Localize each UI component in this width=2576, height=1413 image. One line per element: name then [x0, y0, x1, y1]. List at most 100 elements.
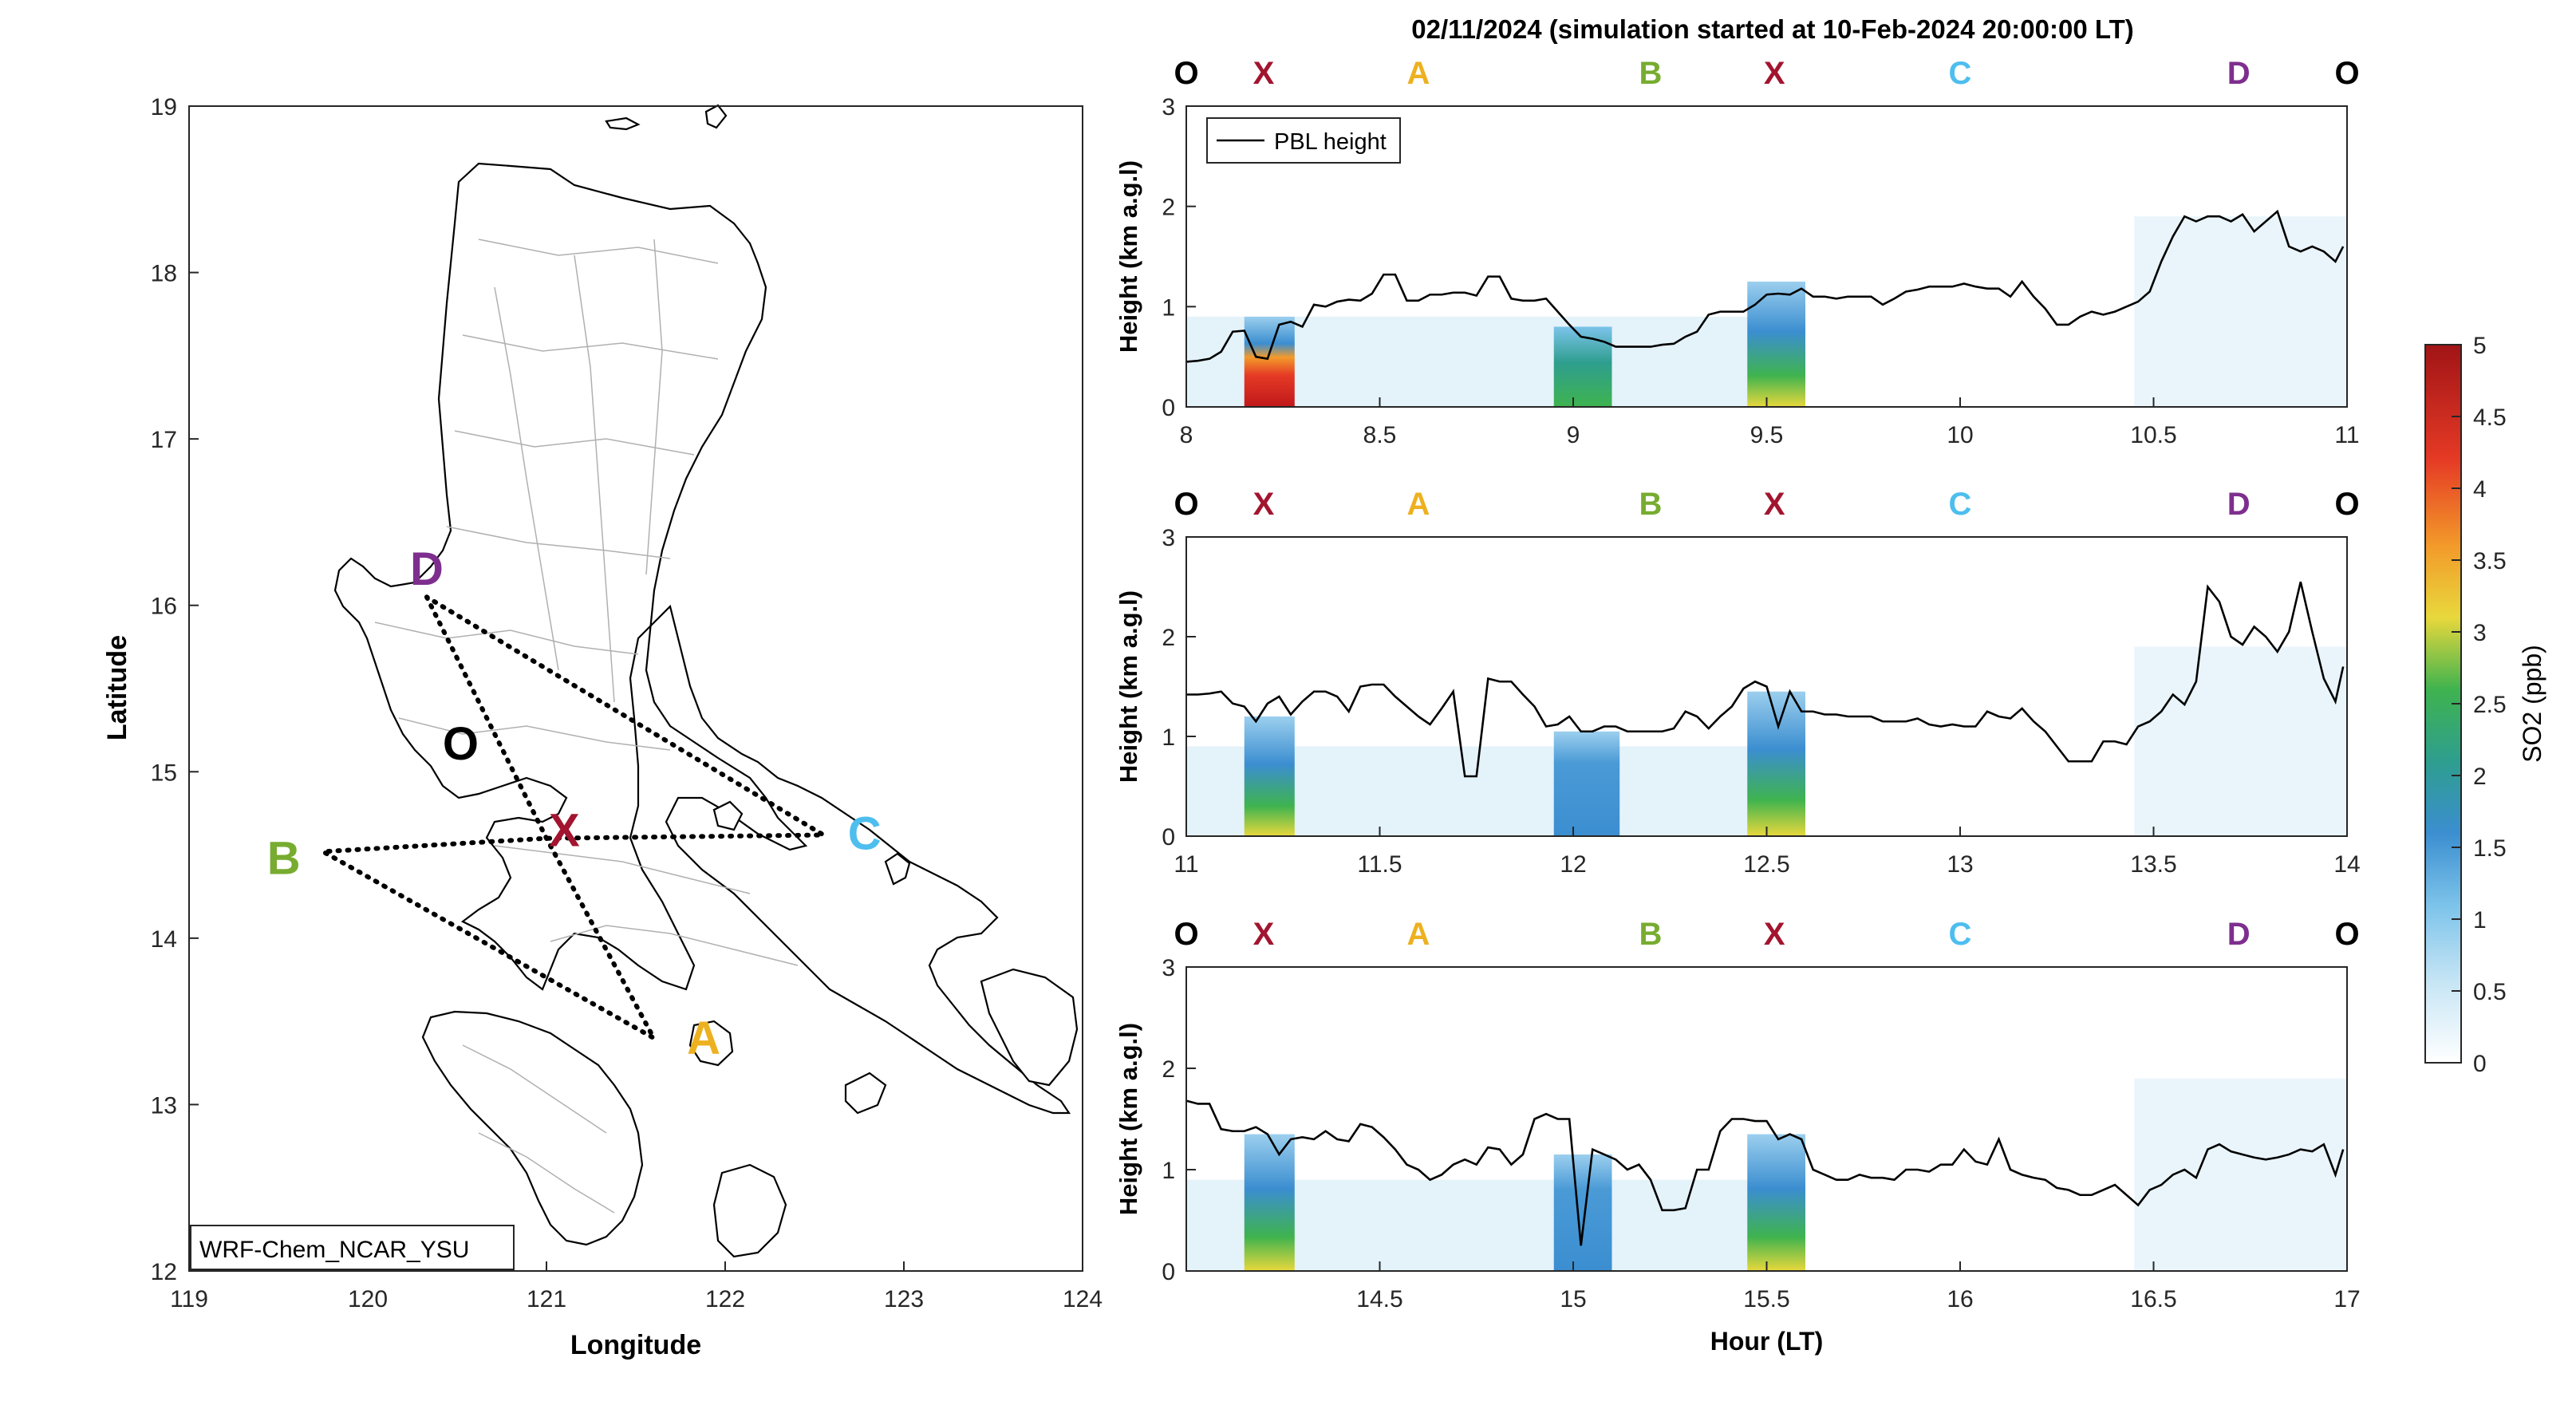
so2-hotspot	[1244, 316, 1295, 407]
xtick-label: 9.5	[1750, 422, 1784, 448]
xtick-label: 14.5	[1356, 1286, 1402, 1312]
map-ytick-label: 14	[151, 926, 177, 953]
so2-hotspot	[1553, 1154, 1612, 1271]
xtick-label: 14	[2333, 851, 2360, 878]
map-xtick-label: 123	[884, 1286, 924, 1312]
xtick-label: 10	[1947, 422, 1973, 448]
xtick-label: 11.5	[1357, 851, 1402, 878]
xtick-label: 8	[1180, 422, 1193, 448]
xtick-label: 11	[1174, 851, 1198, 878]
map-xtick-label: 119	[170, 1286, 208, 1312]
ytick-label: 2	[1162, 625, 1175, 651]
colorbar-tick-label: 1.5	[2473, 835, 2507, 862]
so2-hotspot	[1747, 1134, 1805, 1271]
station-label-o: O	[1174, 487, 1198, 522]
ytick-label: 3	[1162, 94, 1175, 120]
station-label-d: D	[2227, 487, 2251, 522]
colorbar-label: SO2 (ppb)	[2518, 645, 2546, 763]
station-label-x: X	[1253, 917, 1275, 952]
so2-low-band	[2134, 646, 2347, 836]
map-point-c: C	[848, 807, 882, 859]
colorbar-tick-label: 0	[2473, 1051, 2487, 1077]
xtick-label: 13.5	[2130, 851, 2176, 878]
xtick-label: 12.5	[1743, 851, 1789, 878]
ytick-label: 1	[1162, 294, 1175, 321]
samar-island	[980, 968, 1079, 1087]
masbate-island	[844, 1072, 887, 1115]
station-label-o: O	[1174, 917, 1198, 952]
map-xlabel: Longitude	[570, 1330, 701, 1360]
colorbar-tick-label: 3	[2473, 620, 2487, 646]
ytick-label: 2	[1162, 195, 1175, 221]
xtick-label: 15.5	[1743, 1286, 1789, 1312]
station-label-b: B	[1639, 56, 1663, 91]
map-ylabel: Latitude	[102, 635, 132, 740]
xtick-label: 11	[2334, 422, 2359, 448]
map-route	[314, 594, 832, 1044]
station-label-o: O	[1174, 56, 1198, 91]
heatmap-panel-1: 8 8.5 9 9.5 10 10.5 11 0 1 2 3 Height (km a.g.l) O X A…	[1114, 56, 2360, 448]
colorbar-tick-label: 1	[2473, 907, 2487, 933]
model-annotation-box	[190, 1225, 515, 1270]
map-ytick-label: 16	[151, 594, 177, 620]
station-label-x: X	[1764, 487, 1785, 522]
colorbar-tick-label: 4.5	[2473, 405, 2507, 431]
colorbar-tick-label: 3.5	[2473, 548, 2507, 574]
station-label-x: X	[1253, 56, 1275, 91]
map-ytick-label: 19	[151, 94, 177, 120]
map-point-x: X	[549, 804, 580, 856]
map-point-o: O	[443, 718, 479, 770]
figure-title: 02/11/2024 (simulation started at 10-Feb…	[1411, 14, 2133, 44]
legend-label: PBL height	[1274, 129, 1387, 155]
station-label-x: X	[1253, 487, 1275, 522]
so2-hotspot	[1244, 716, 1295, 836]
so2-hotspot	[1747, 691, 1805, 836]
station-label-c: C	[1949, 487, 1972, 522]
model-annotation: WRF-Chem_NCAR_YSU	[199, 1237, 469, 1263]
station-label-a: A	[1407, 487, 1430, 522]
batanes-island	[605, 116, 641, 131]
xtick-label: 9	[1567, 422, 1580, 448]
map-xtick-label: 122	[705, 1286, 745, 1312]
station-label-c: C	[1949, 56, 1972, 91]
map-point-b: B	[267, 833, 301, 885]
luzon-coastline	[333, 162, 1071, 1115]
so2-hotspots	[1244, 691, 1805, 836]
station-label-d: D	[2227, 917, 2251, 952]
pbl-height-line	[1185, 1099, 2345, 1246]
station-label-b: B	[1639, 487, 1663, 522]
so2-low-band	[2134, 1078, 2347, 1271]
ytick-label: 3	[1162, 525, 1175, 551]
ytick-label: 0	[1162, 824, 1175, 851]
map-ytick-label: 12	[151, 1259, 177, 1285]
xtick-label: 8.5	[1363, 422, 1397, 448]
heatmap-panel-3: 14.5 15 15.5 16 16.5 17 0 1 2 3 Height (km a.g.l) O…	[1114, 917, 2361, 1356]
ytick-label: 0	[1162, 1259, 1175, 1285]
pbl-height-line	[1186, 581, 2345, 778]
xtick-label: 16	[1947, 1286, 1973, 1312]
station-label-x: X	[1764, 917, 1785, 952]
so2-hotspot	[1553, 731, 1620, 836]
colorbar-tick-label: 2.5	[2473, 692, 2507, 718]
map-ticks: 119 120 121 122 123 124 12 13 14 15 16 17 18 19	[151, 94, 1103, 1312]
ytick-label: 0	[1162, 395, 1175, 421]
mindoro-island	[421, 1010, 644, 1246]
station-label-o: O	[2334, 917, 2359, 952]
so2-hotspots	[1244, 1134, 1805, 1271]
map-xtick-label: 124	[1063, 1286, 1103, 1312]
province-boundaries	[374, 239, 799, 1214]
map-ytick-label: 13	[151, 1092, 177, 1119]
ytick-label: 1	[1162, 724, 1175, 751]
station-label-x: X	[1764, 56, 1785, 91]
pbl-height-line	[1185, 209, 2345, 363]
polillo-island	[712, 800, 744, 831]
map-ytick-label: 15	[151, 760, 177, 786]
station-label-d: D	[2227, 56, 2251, 91]
station-label-a: A	[1407, 917, 1430, 952]
map-route-line	[314, 594, 832, 1044]
colorbar-ticks: 0 0.5 1 1.5 2 2.5 3 3.5 4 4.5 5	[2452, 333, 2507, 1077]
map-ytick-label: 17	[151, 427, 177, 453]
map-axes-frame	[188, 105, 1083, 1272]
xtick-label: 15	[1560, 1286, 1586, 1312]
